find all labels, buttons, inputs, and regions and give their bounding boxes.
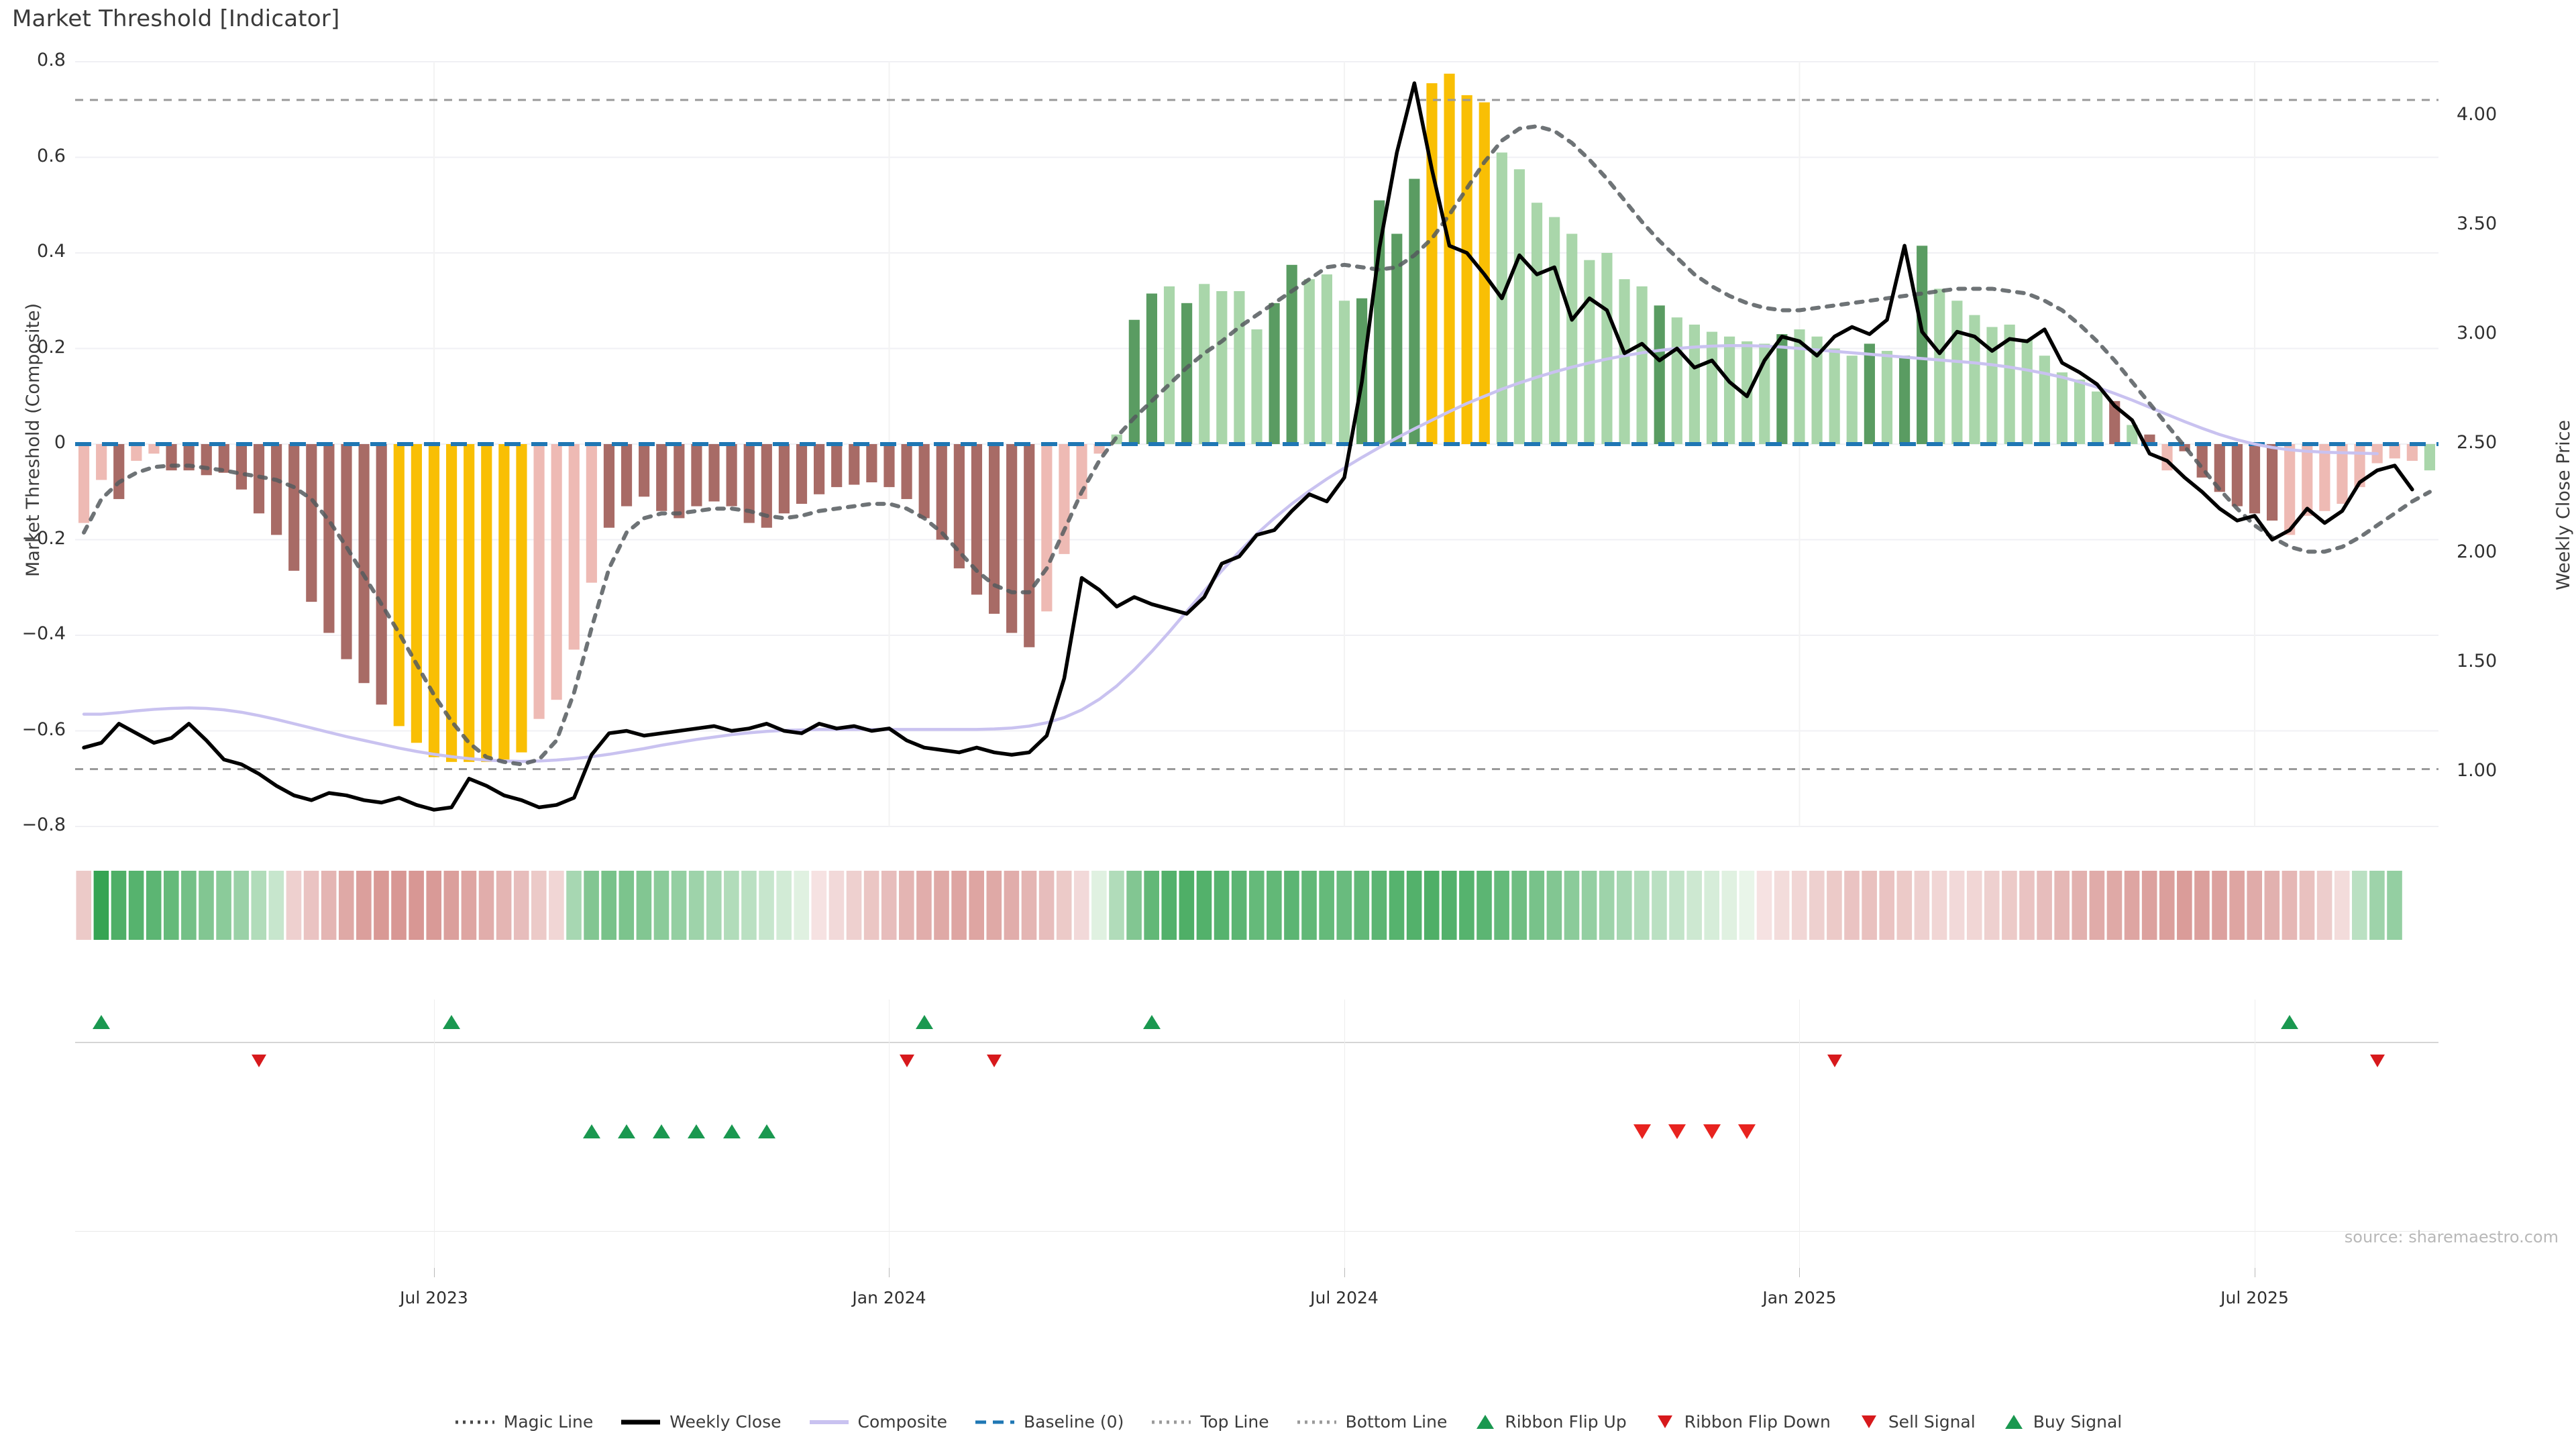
ribbon-flip-up-marker [443,1015,461,1029]
ribbon-flip-down-marker [1827,1055,1842,1067]
y-tick-left: −0.8 [21,814,66,835]
triangle-down-icon [1654,1415,1676,1429]
buy-signal-marker [582,1124,600,1138]
ribbon-flip-up-marker [915,1015,933,1029]
y-tick-right: 1.50 [2457,650,2498,672]
legend-item-sell-signal[interactable]: Sell Signal [1858,1412,1976,1432]
buy-signal-marker [618,1124,636,1138]
y-tick-right: 2.50 [2457,432,2498,453]
x-tick-mark [889,1268,890,1277]
sell-signal-marker [1703,1124,1721,1139]
y-tick-left: 0 [54,432,66,453]
legend-item-ribbon-flip-down[interactable]: Ribbon Flip Down [1654,1412,1831,1432]
line-swatch-icon [1296,1415,1338,1429]
line-swatch-icon [1150,1415,1192,1429]
main-chart-plot [75,61,2438,827]
y-tick-left: −0.2 [21,527,66,549]
y-tick-left: −0.4 [21,623,66,644]
line-swatch-icon [620,1415,661,1429]
legend-item-label: Weekly Close [669,1412,782,1432]
y-tick-left: 0.4 [37,241,66,262]
y-tick-left: −0.6 [21,718,66,740]
legend-item-label: Sell Signal [1888,1412,1976,1432]
legend-item-label: Top Line [1200,1412,1269,1432]
legend-item-top-line[interactable]: Top Line [1150,1412,1269,1432]
legend-item-ribbon-flip-up[interactable]: Ribbon Flip Up [1474,1412,1627,1432]
triangle-down-glyph [1861,1415,1876,1428]
legend-item-label: Composite [857,1412,947,1432]
sell-signal-marker [1633,1124,1651,1139]
signal-panel-gridline [1344,1000,1345,1268]
ribbon-flip-down-marker [252,1055,266,1067]
chart-canvas [75,61,2438,827]
y-tick-right: 2.00 [2457,541,2498,562]
legend-item-baseline-0[interactable]: Baseline (0) [974,1412,1124,1432]
x-tick-label: Jul 2025 [2220,1288,2289,1307]
y-tick-left: 0.8 [37,50,66,70]
signal-panel-gridline [433,1000,435,1268]
sell-signal-marker [1668,1124,1686,1139]
triangle-up-icon [1474,1415,1497,1429]
buy-signal-marker [722,1124,741,1138]
y-tick-right: 4.00 [2457,104,2498,125]
legend-item-buy-signal[interactable]: Buy Signal [2002,1412,2123,1432]
line-swatch-icon [454,1415,496,1429]
triangle-up-icon [2002,1415,2025,1429]
triangle-down-icon [1858,1415,1880,1429]
source-label: source: sharemaestro.com [2344,1228,2559,1246]
y-axis-right-title: Weekly Close Price [2553,419,2574,590]
triangle-up-glyph [2004,1415,2023,1429]
signal-panel-gridline [1799,1000,1801,1268]
sell-signal-marker [1738,1124,1756,1139]
x-tick-mark [433,1268,435,1277]
legend-item-composite[interactable]: Composite [808,1412,947,1432]
signal-panel-gridline [889,1000,890,1268]
ribbon-flip-down-marker [987,1055,1002,1067]
legend-item-label: Bottom Line [1345,1412,1448,1432]
panel-divider [75,1042,2438,1043]
ribbon-flip-up-marker [2281,1015,2299,1029]
legend-item-label: Ribbon Flip Down [1684,1412,1831,1432]
ribbon-canvas [76,871,2402,940]
legend-item-bottom-line[interactable]: Bottom Line [1296,1412,1448,1432]
x-tick-label: Jan 2024 [852,1288,926,1307]
triangle-up-glyph [1477,1415,1495,1429]
y-tick-left: 0.6 [37,145,66,166]
buy-signal-marker [653,1124,671,1138]
x-tick-label: Jan 2025 [1762,1288,1837,1307]
ribbon-flip-up-marker [93,1015,111,1029]
x-tick-mark [1799,1268,1801,1277]
triangle-down-glyph [1657,1415,1672,1428]
x-tick-label: Jul 2023 [400,1288,468,1307]
page-title: Market Threshold [Indicator] [12,5,340,32]
y-tick-left: 0.2 [37,336,66,358]
y-tick-right: 3.00 [2457,323,2498,344]
legend-item-label: Ribbon Flip Up [1505,1412,1627,1432]
chart-legend: Magic Line Weekly Close Composite Baseline … [0,1412,2576,1432]
y-tick-right: 1.00 [2457,759,2498,781]
y-tick-right: 3.50 [2457,213,2498,235]
legend-item-label: Buy Signal [2033,1412,2123,1432]
panel-divider [75,1231,2438,1232]
legend-item-label: Baseline (0) [1023,1412,1124,1432]
ribbon-strip [75,867,2438,944]
ribbon-flip-down-marker [899,1055,914,1067]
y-axis-left-title: Market Threshold (Composite) [23,303,44,577]
buy-signal-marker [688,1124,706,1138]
x-tick-mark [1344,1268,1345,1277]
legend-item-magic-line[interactable]: Magic Line [454,1412,594,1432]
ribbon-flip-up-marker [1142,1015,1161,1029]
x-tick-label: Jul 2024 [1310,1288,1379,1307]
line-swatch-icon [808,1415,850,1429]
line-swatch-icon [974,1415,1016,1429]
ribbon-flip-down-marker [2369,1055,2385,1067]
legend-item-weekly-close[interactable]: Weekly Close [620,1412,782,1432]
legend-item-label: Magic Line [503,1412,594,1432]
buy-signal-marker [757,1124,775,1138]
